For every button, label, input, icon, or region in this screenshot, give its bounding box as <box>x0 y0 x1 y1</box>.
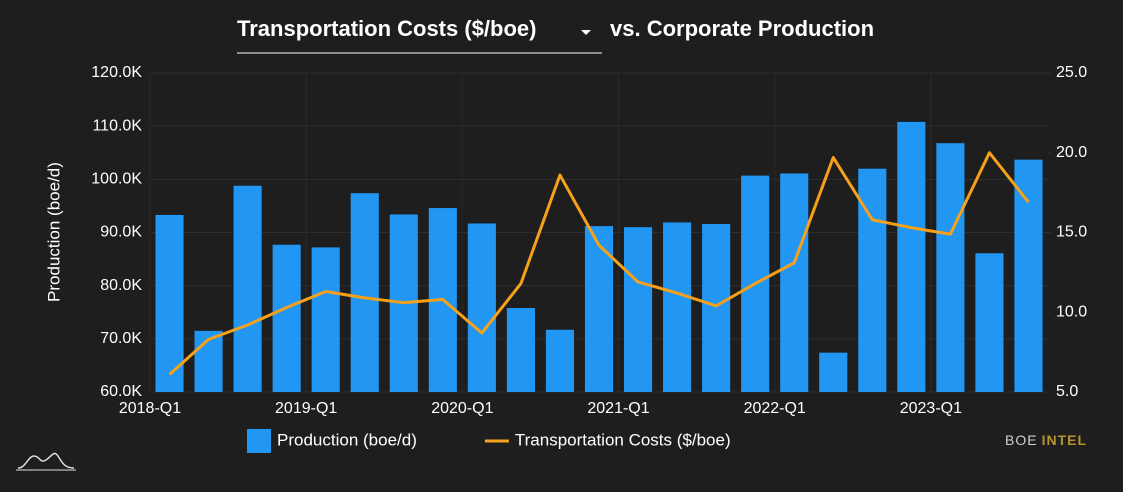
legend-label: Transportation Costs ($/boe) <box>515 430 731 449</box>
title-suffix: vs. Corporate Production <box>610 16 874 41</box>
bar <box>623 227 653 392</box>
y-axis-label: Production (boe/d) <box>44 162 63 302</box>
bar <box>897 121 926 392</box>
bar <box>506 307 535 392</box>
y-tick-label: 120.0K <box>91 64 142 81</box>
y-tick-label: 110.0K <box>92 117 142 134</box>
bar <box>663 222 692 392</box>
bar <box>311 247 340 392</box>
y2-tick-label: 5.0 <box>1056 383 1078 400</box>
x-tick-label: 2019-Q1 <box>275 400 337 417</box>
bar <box>780 173 809 392</box>
bar <box>272 244 301 392</box>
bar <box>467 223 496 392</box>
brand-intel: INTEL <box>1042 432 1087 448</box>
bar <box>819 352 848 392</box>
line <box>168 151 1030 376</box>
bar <box>233 185 262 392</box>
bar <box>1014 159 1043 392</box>
y-tick-label: 90.0K <box>100 224 142 241</box>
logo-icon <box>16 452 76 471</box>
bar <box>975 253 1004 392</box>
dropdown-arrow[interactable] <box>581 30 591 35</box>
title-selector[interactable]: Transportation Costs ($/boe) <box>237 16 602 54</box>
bar <box>350 193 379 392</box>
y-tick-label: 60.0K <box>100 383 142 400</box>
y2-tick-label: 20.0 <box>1056 144 1087 161</box>
y-tick-label: 80.0K <box>100 277 142 294</box>
legend-label: Production (boe/d) <box>277 430 417 449</box>
y2-tick-label: 15.0 <box>1056 224 1087 241</box>
x-tick-label: 2020-Q1 <box>431 400 493 417</box>
bar <box>702 223 731 392</box>
x-tick-label: 2018-Q1 <box>119 400 181 417</box>
title-selector-text[interactable]: Transportation Costs ($/boe) <box>237 16 536 41</box>
legend: Production (boe/d) Transportation Costs (… <box>247 429 731 453</box>
bar <box>155 214 184 392</box>
y2-tick-label: 10.0 <box>1056 303 1087 320</box>
legend-swatch <box>247 429 271 453</box>
brand-boe: BOE <box>1005 432 1038 448</box>
bar <box>936 143 965 392</box>
bar <box>584 226 614 392</box>
brand: BOE INTEL <box>1005 432 1087 448</box>
y-tick-label: 100.0K <box>91 171 142 188</box>
bar <box>545 329 575 392</box>
x-tick-label: 2021-Q1 <box>587 400 649 417</box>
y2-tick-label: 25.0 <box>1056 64 1087 81</box>
x-tick-label: 2023-Q1 <box>900 400 962 417</box>
x-tick-label: 2022-Q1 <box>744 400 806 417</box>
y-tick-label: 70.0K <box>100 330 142 347</box>
